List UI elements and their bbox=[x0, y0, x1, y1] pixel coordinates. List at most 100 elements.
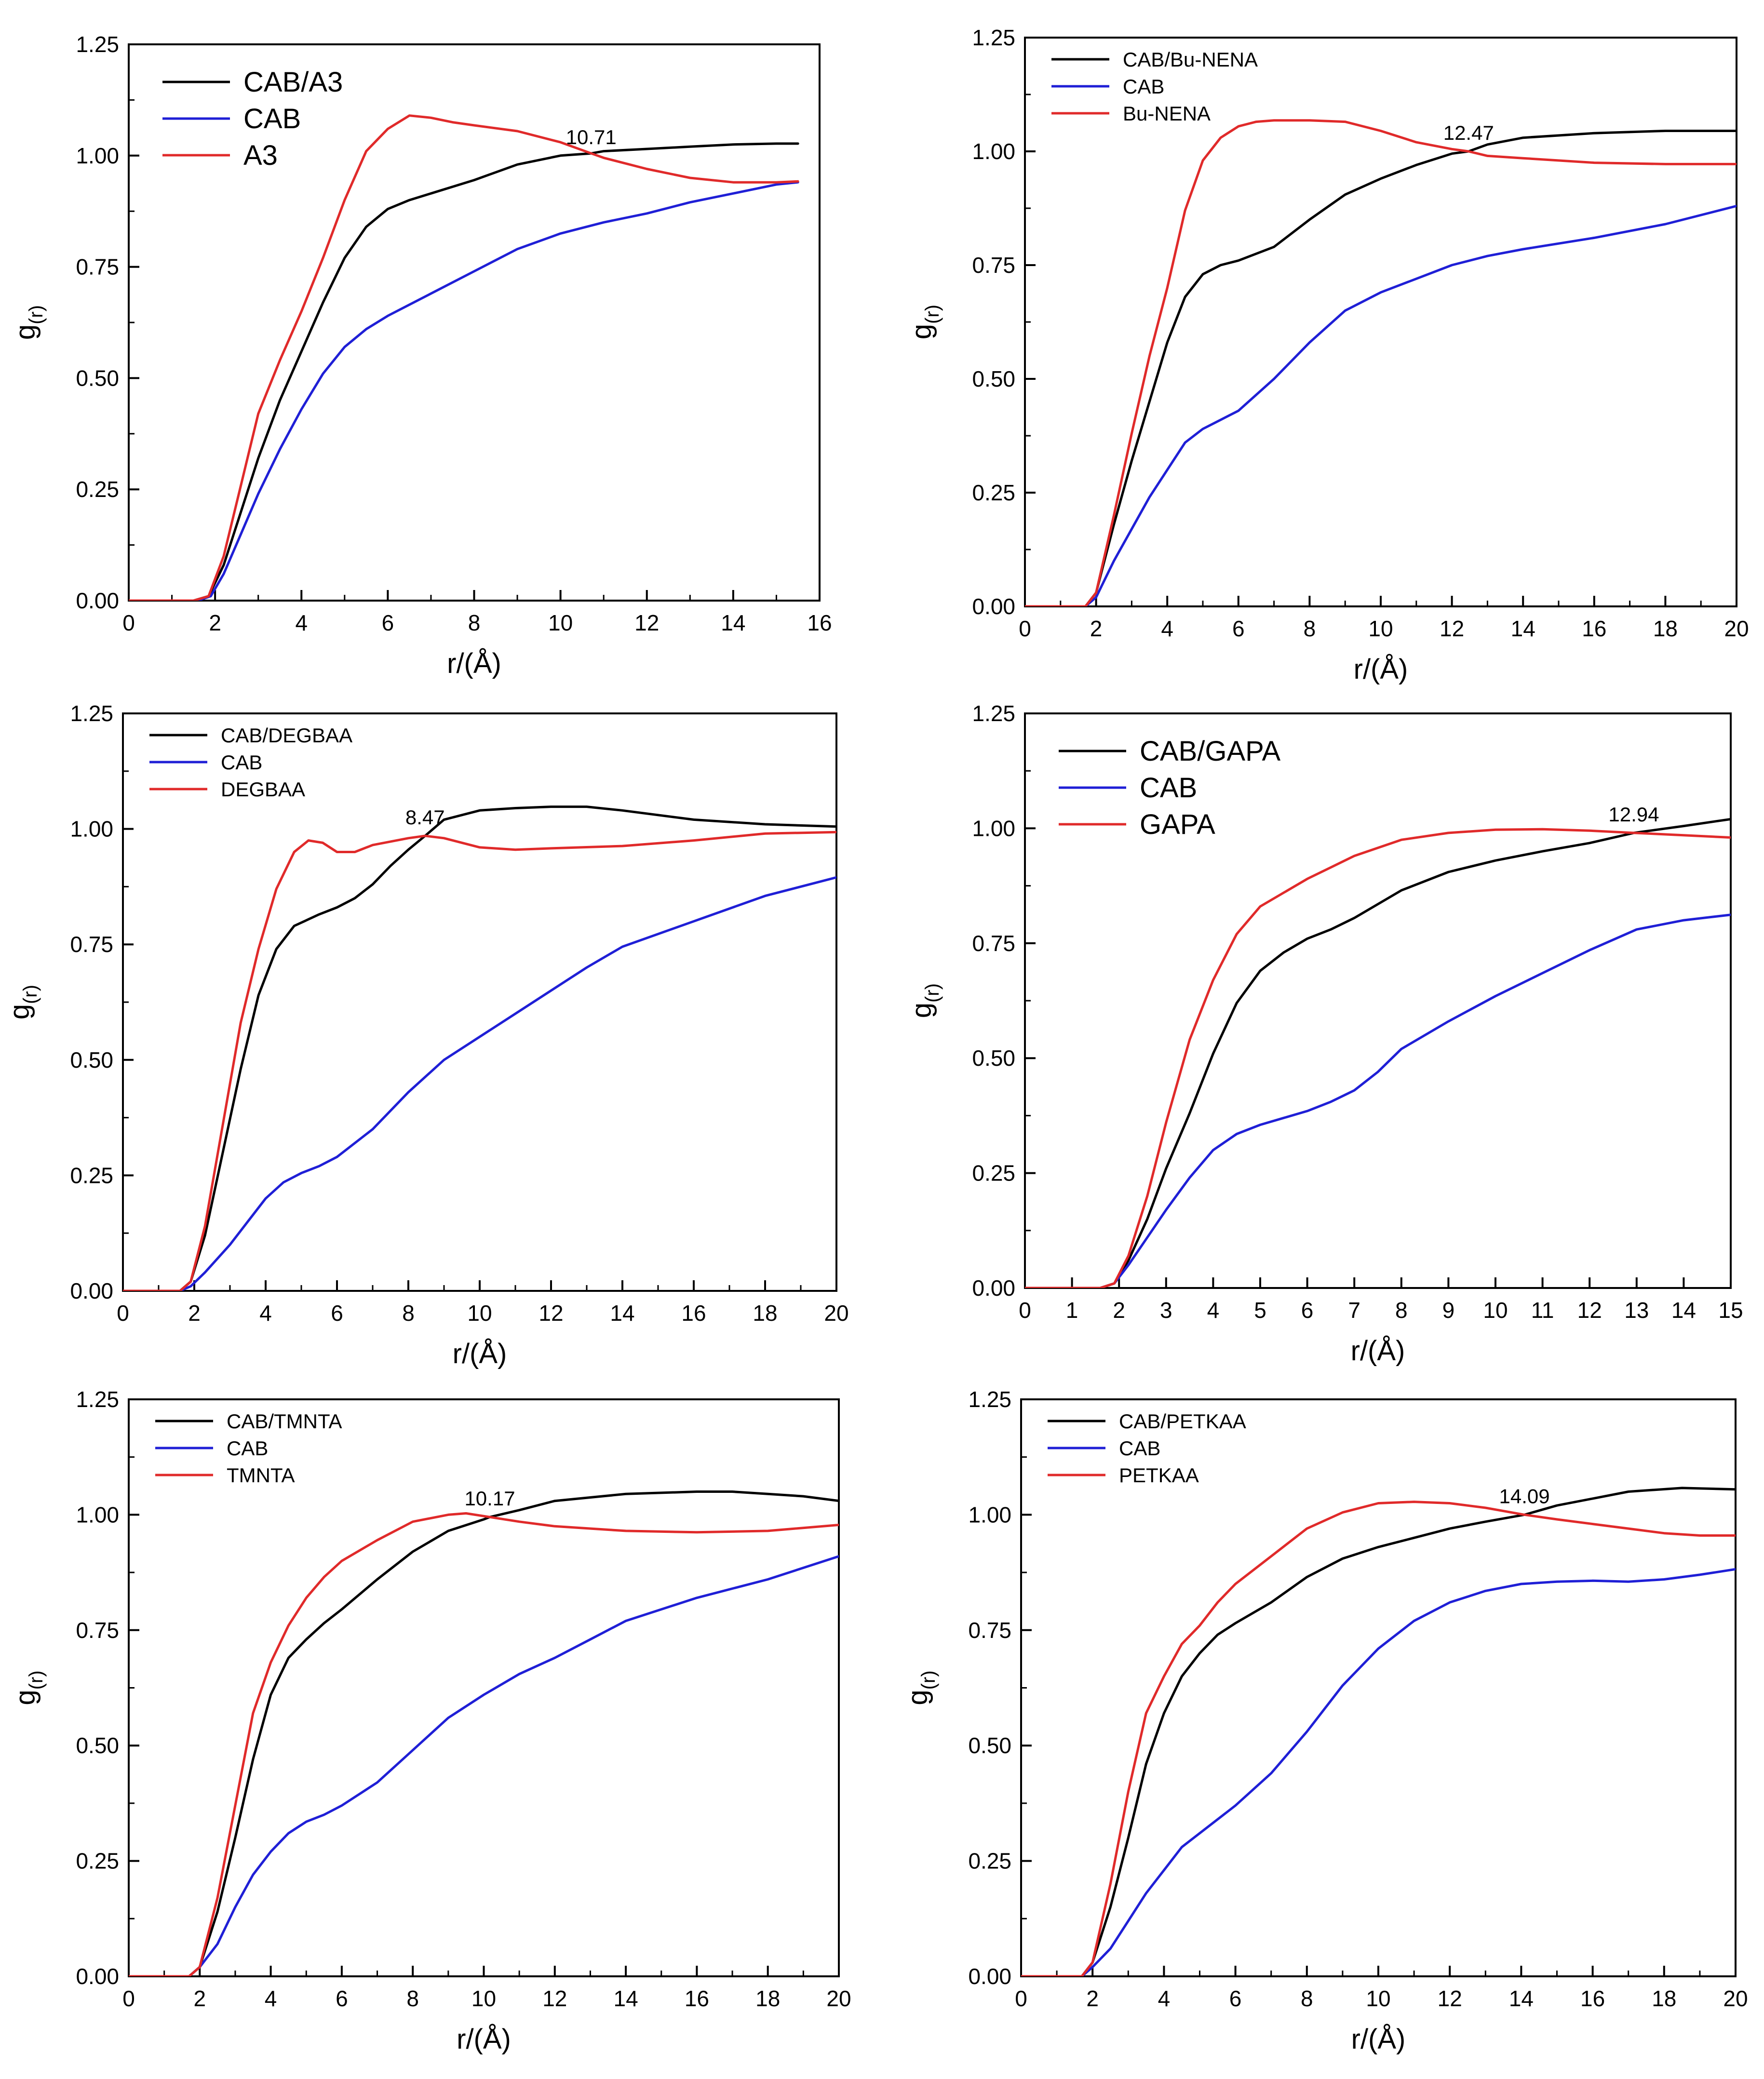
x-tick-label: 12 bbox=[1440, 616, 1464, 641]
y-tick-label: 0.00 bbox=[76, 1964, 119, 1989]
y-tick-label: 1.25 bbox=[70, 701, 113, 726]
y-axis-title-main: g bbox=[10, 1690, 41, 1705]
y-tick-label: 1.25 bbox=[972, 701, 1015, 726]
x-tick-label: 4 bbox=[1161, 616, 1173, 641]
series-group bbox=[1021, 1487, 1736, 1976]
x-tick-label: 18 bbox=[753, 1301, 777, 1326]
legend: CAB/DEGBAA CAB DEGBAA bbox=[149, 724, 352, 801]
series-group bbox=[129, 1490, 839, 1976]
y-tick-label: 0.75 bbox=[972, 253, 1015, 278]
y-tick-label: 1.25 bbox=[76, 32, 119, 57]
y-axis-title-main: g bbox=[906, 324, 937, 339]
series-group bbox=[1025, 818, 1731, 1288]
x-tick-label: 7 bbox=[1348, 1298, 1360, 1323]
x-tick-label: 4 bbox=[1158, 1986, 1171, 2011]
x-tick-label: 0 bbox=[1019, 616, 1031, 641]
x-tick-label: 6 bbox=[1229, 1986, 1242, 2011]
legend-label: CAB/TMNTA bbox=[227, 1410, 342, 1433]
x-tick-label: 1 bbox=[1066, 1298, 1078, 1323]
x-tick-label: 18 bbox=[1653, 616, 1678, 641]
y-tick-label: 0.50 bbox=[972, 1046, 1015, 1071]
series-line-degbaa bbox=[123, 831, 836, 1291]
y-tick-label: 0.50 bbox=[968, 1733, 1011, 1758]
crossover-annotation: 12.47 bbox=[1443, 121, 1494, 144]
x-tick-label: 2 bbox=[1090, 616, 1103, 641]
series-line-cab-tmnta bbox=[129, 1490, 839, 1976]
y-tick-label: 0.25 bbox=[968, 1849, 1011, 1874]
x-tick-label: 3 bbox=[1160, 1298, 1172, 1323]
y-tick-label: 0.75 bbox=[968, 1618, 1011, 1643]
x-tick-label: 20 bbox=[826, 1986, 851, 2011]
legend-label: CAB/Bu-NENA bbox=[1123, 48, 1258, 71]
x-tick-label: 9 bbox=[1442, 1298, 1455, 1323]
x-tick-label: 14 bbox=[610, 1301, 634, 1326]
y-tick-label: 0.00 bbox=[972, 594, 1015, 619]
y-axis-title-subscript: (r) bbox=[922, 305, 943, 324]
legend: CAB/TMNTA CAB TMNTA bbox=[155, 1410, 342, 1487]
x-tick-label: 11 bbox=[1531, 1298, 1554, 1323]
series-line-cab bbox=[1021, 1568, 1736, 1976]
x-tick-label: 12 bbox=[539, 1301, 563, 1326]
x-tick-label: 2 bbox=[194, 1986, 206, 2011]
chart-panel-bottom-right: 0 2 4 6 8 10 12 14 16 18 20 0.00 0.25 0.50 0.75 1.00 1.2… bbox=[902, 1387, 1748, 2055]
legend: CAB/PETKAA CAB PETKAA bbox=[1048, 1410, 1246, 1487]
x-tick-label: 14 bbox=[614, 1986, 638, 2011]
x-tick-label: 13 bbox=[1624, 1298, 1649, 1323]
series-line-cab bbox=[123, 876, 836, 1291]
x-tick-label: 10 bbox=[467, 1301, 492, 1326]
legend-label: GAPA bbox=[1140, 809, 1215, 840]
x-axis-title: r/(Å) bbox=[447, 648, 501, 679]
x-tick-label: 12 bbox=[634, 610, 659, 635]
legend-label: PETKAA bbox=[1119, 1464, 1199, 1487]
chart-panel-middle-right: 0 1 2 3 4 5 6 7 8 9 10 11 12 13 14 150.000.250.500.751.… bbox=[906, 701, 1743, 1367]
y-tick-label: 0.00 bbox=[70, 1278, 113, 1303]
x-tick-label: 16 bbox=[685, 1986, 709, 2011]
x-tick-label: 2 bbox=[1086, 1986, 1099, 2011]
crossover-annotation: 10.71 bbox=[566, 126, 617, 148]
legend-label: CAB bbox=[227, 1437, 268, 1460]
y-axis: 0.00 0.25 0.50 0.75 1.00 1.25 bbox=[968, 1387, 1032, 1989]
legend-label: Bu-NENA bbox=[1123, 102, 1211, 125]
y-tick-label: 1.00 bbox=[70, 817, 113, 842]
x-axis-title: r/(Å) bbox=[1351, 1335, 1405, 1367]
y-axis-title-subscript: (r) bbox=[26, 1670, 47, 1690]
legend-label: CAB bbox=[1140, 772, 1197, 804]
y-tick-label: 0.25 bbox=[70, 1163, 113, 1188]
series-line-cab-a3 bbox=[129, 142, 799, 601]
y-axis-title: g(r) bbox=[10, 305, 47, 340]
x-tick-label: 4 bbox=[1207, 1298, 1220, 1323]
x-tick-label: 8 bbox=[1395, 1298, 1408, 1323]
y-tick-label: 0.75 bbox=[70, 932, 113, 957]
x-tick-label: 16 bbox=[1580, 1986, 1605, 2011]
x-tick-label: 10 bbox=[548, 610, 573, 635]
x-tick-label: 16 bbox=[807, 610, 832, 635]
x-tick-label: 4 bbox=[265, 1986, 277, 2011]
y-tick-label: 0.25 bbox=[76, 1849, 119, 1874]
x-tick-label: 16 bbox=[681, 1301, 706, 1326]
legend-label: CAB/PETKAA bbox=[1119, 1410, 1246, 1433]
crossover-annotation: 8.47 bbox=[405, 806, 445, 829]
series-line-cab bbox=[1025, 204, 1737, 606]
crossover-annotation: 10.17 bbox=[464, 1487, 515, 1510]
y-tick-label: 1.25 bbox=[76, 1387, 119, 1412]
series-line-cab bbox=[129, 1555, 839, 1976]
y-tick-label: 0.50 bbox=[76, 365, 119, 390]
legend-label: CAB/DEGBAA bbox=[221, 724, 352, 747]
x-axis-title: r/(Å) bbox=[453, 1338, 507, 1369]
x-tick-label: 12 bbox=[1438, 1986, 1462, 2011]
legend: CAB/GAPA CAB GAPA bbox=[1059, 736, 1281, 840]
y-axis-title: g(r) bbox=[10, 1670, 47, 1705]
x-tick-label: 10 bbox=[1366, 1986, 1390, 2011]
y-axis-title-subscript: (r) bbox=[26, 305, 47, 324]
legend-label: CAB bbox=[221, 751, 262, 774]
y-tick-label: 1.00 bbox=[76, 1502, 119, 1527]
y-tick-label: 1.00 bbox=[972, 139, 1015, 164]
x-tick-label: 8 bbox=[1301, 1986, 1313, 2011]
y-axis-title-subscript: (r) bbox=[918, 1670, 939, 1690]
legend-label: CAB/GAPA bbox=[1140, 736, 1281, 767]
series-group bbox=[1025, 119, 1737, 606]
y-tick-label: 0.75 bbox=[76, 255, 119, 280]
legend-label: TMNTA bbox=[227, 1464, 295, 1487]
x-axis-title: r/(Å) bbox=[1354, 654, 1408, 685]
x-axis: 0 2 4 6 8 10 12 14 16 18 20 bbox=[1019, 596, 1749, 641]
